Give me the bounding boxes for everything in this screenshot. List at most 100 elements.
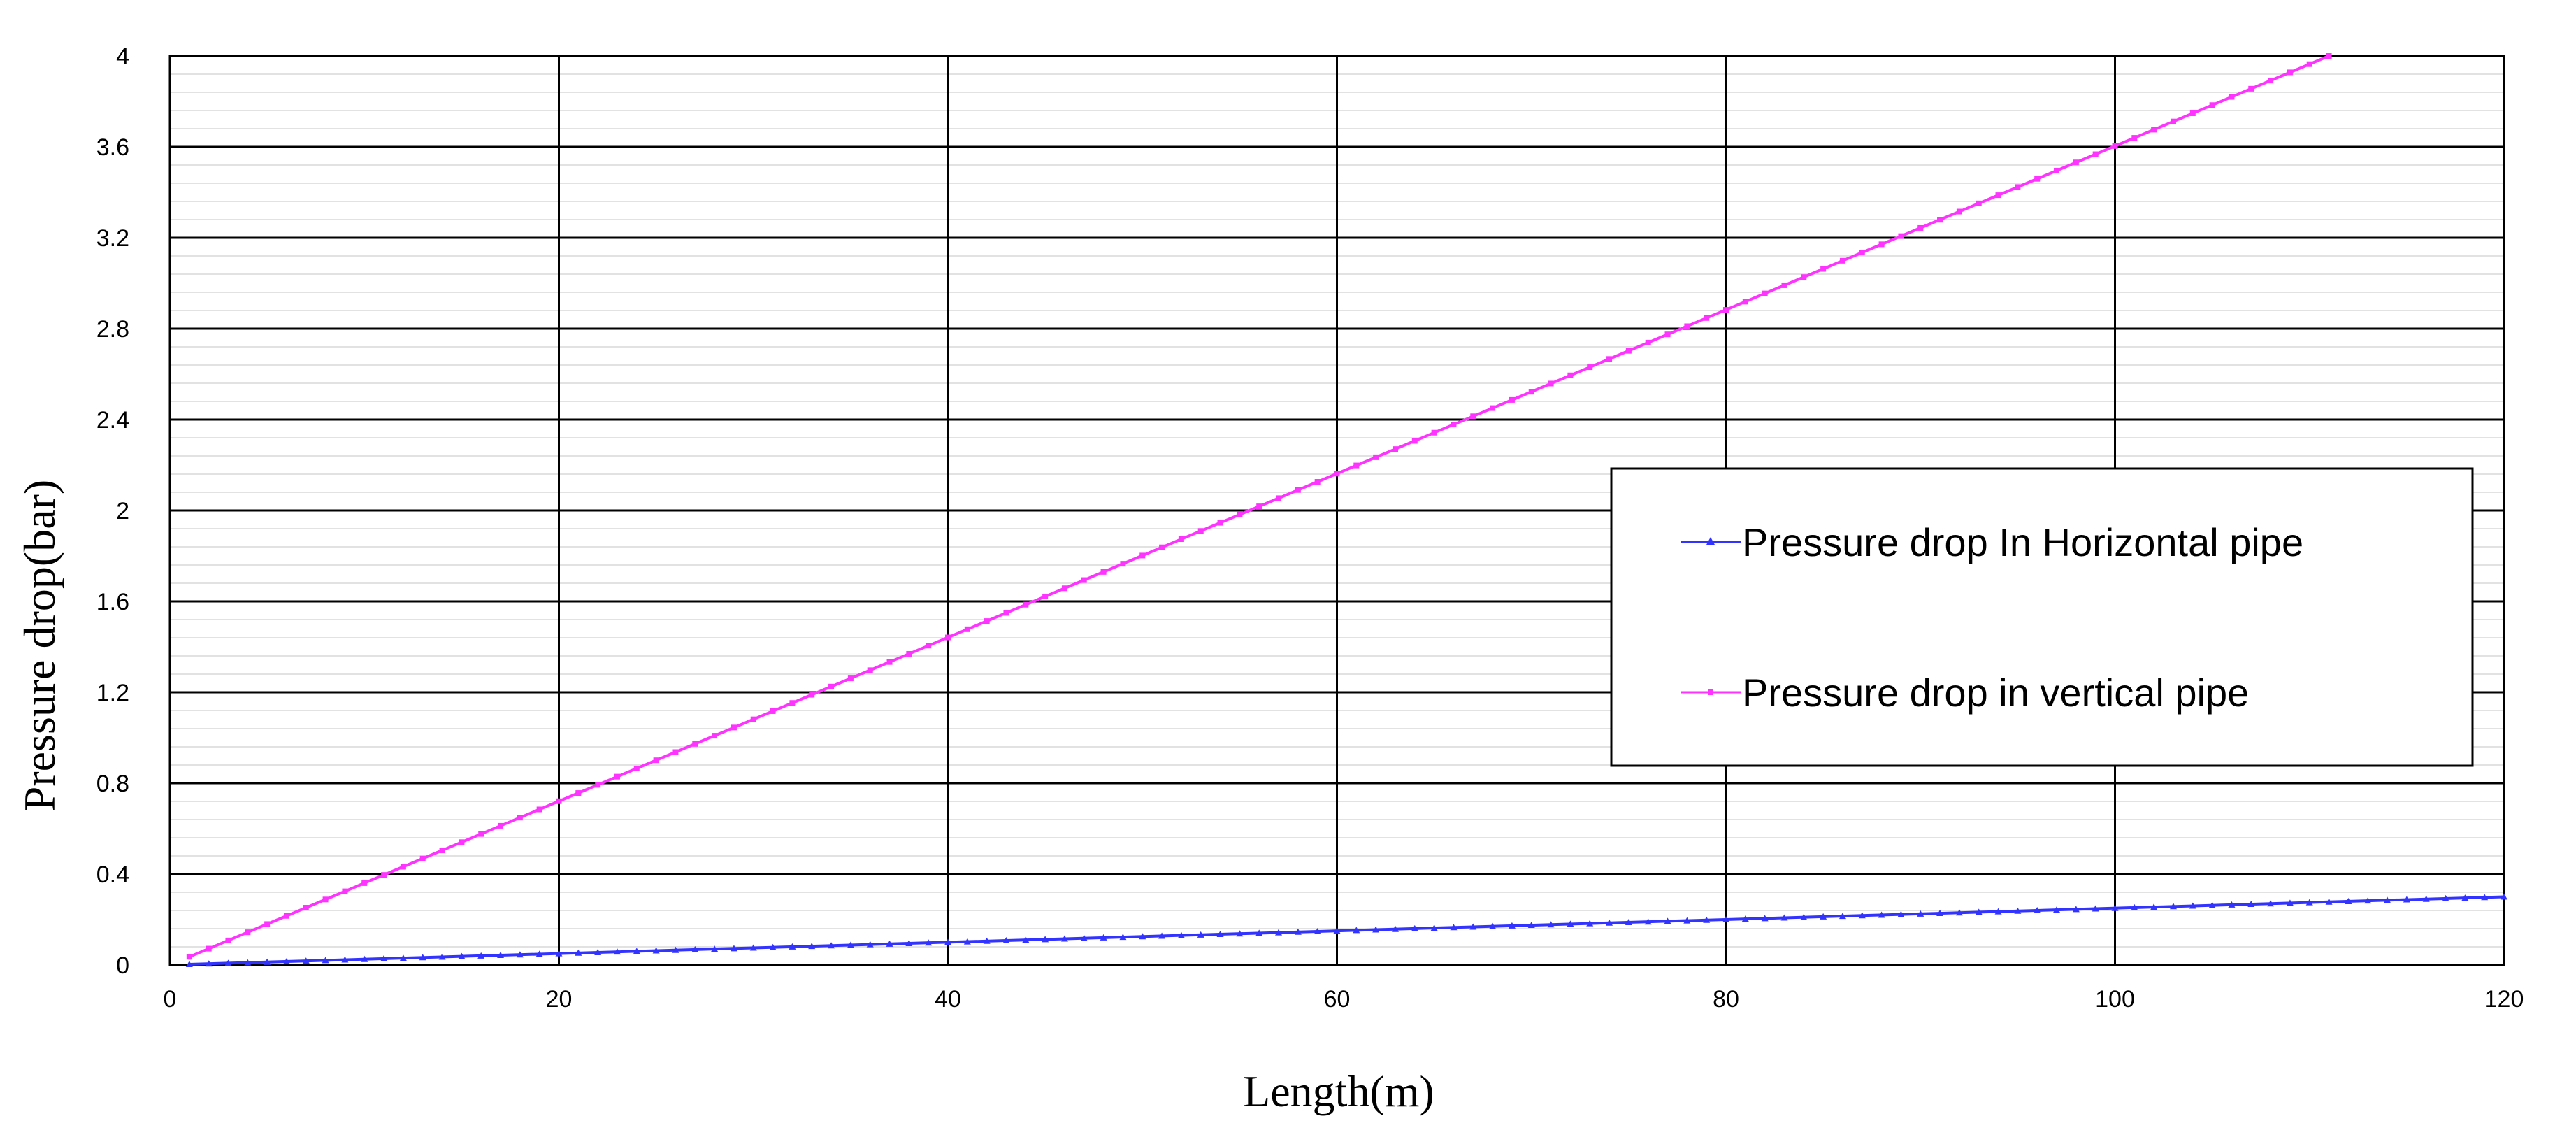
x-tick-label: 20 [546, 986, 573, 1013]
data-point [302, 957, 310, 964]
data-point [1917, 910, 1924, 917]
data-point [1509, 396, 1515, 403]
data-point [2150, 903, 2158, 910]
data-point [477, 952, 485, 959]
data-point [963, 938, 971, 945]
data-point [1042, 593, 1049, 599]
data-point [342, 888, 348, 894]
data-point [381, 872, 387, 878]
data-point [1139, 933, 1146, 940]
data-point [1762, 290, 1768, 296]
data-point [361, 880, 368, 886]
legend: Pressure drop In Horizontal pipe Pressur… [1610, 467, 2474, 767]
data-point [1411, 924, 1418, 931]
series-line-pressure-drop-in-horizontal-pipe [189, 895, 2505, 966]
data-point [1742, 299, 1748, 305]
data-point [2189, 110, 2196, 116]
data-point [1100, 934, 1107, 941]
data-point [2403, 896, 2410, 903]
data-point [613, 948, 621, 955]
data-point [595, 782, 601, 788]
data-point [2325, 898, 2333, 905]
data-point [1080, 934, 1088, 941]
data-point [2169, 903, 2177, 910]
data-point [731, 724, 737, 731]
data-point [1994, 908, 2002, 915]
data-point [847, 675, 854, 682]
y-tick-label: 4 [116, 43, 129, 70]
data-point [1975, 908, 1983, 915]
data-point [2384, 896, 2391, 903]
data-point [1373, 454, 1379, 460]
data-point [2189, 902, 2196, 909]
data-point [1508, 922, 1516, 929]
data-point [1353, 927, 1360, 934]
data-point [400, 864, 406, 870]
data-point [789, 700, 796, 706]
data-point [478, 831, 484, 837]
data-point [380, 954, 388, 961]
data-point [245, 929, 251, 936]
data-point [905, 940, 913, 947]
data-point [1683, 917, 1691, 924]
data-point [1236, 930, 1244, 937]
series-markers-pressure-drop-in-horizontal-pipe [185, 893, 2507, 968]
y-tick-label: 0.8 [96, 771, 129, 797]
data-point [1391, 925, 1399, 932]
data-point [1897, 910, 1905, 917]
data-point [2014, 907, 2022, 914]
data-point [2481, 894, 2489, 901]
data-point [1197, 528, 1204, 534]
data-point [1411, 438, 1418, 444]
data-point [1490, 405, 1496, 411]
y-tick-label: 0.4 [96, 861, 129, 888]
data-point [458, 952, 466, 959]
data-point [1314, 479, 1321, 485]
data-point [283, 913, 289, 919]
data-point [1586, 920, 1594, 927]
data-point [535, 950, 543, 957]
data-point [2501, 893, 2507, 900]
data-point [770, 708, 776, 714]
data-point [1353, 462, 1360, 469]
data-point [652, 947, 660, 954]
data-point [1858, 912, 1866, 919]
data-point [1741, 915, 1749, 922]
data-point [1081, 577, 1087, 583]
data-point [750, 716, 756, 722]
data-point [1392, 446, 1398, 452]
data-point [769, 943, 777, 950]
data-point [1684, 323, 1690, 329]
data-point [575, 949, 582, 956]
legend-label-horizontal: Pressure drop In Horizontal pipe [1742, 520, 2303, 564]
data-point [2092, 905, 2099, 912]
data-point [2209, 102, 2215, 108]
data-point [2228, 901, 2236, 908]
data-point [439, 848, 445, 854]
data-point [419, 855, 426, 861]
y-tick-label: 2.4 [96, 407, 129, 434]
data-point [1256, 503, 1262, 510]
data-point [1061, 585, 1067, 592]
data-point [322, 957, 329, 964]
data-point [2267, 900, 2275, 907]
data-point [633, 765, 640, 771]
legend-box [1610, 467, 2474, 767]
data-point [244, 959, 252, 966]
y-tick-label: 3.2 [96, 225, 129, 252]
data-point [984, 618, 990, 624]
data-point [866, 941, 874, 948]
data-point [186, 954, 192, 960]
data-point [1527, 922, 1535, 929]
data-point [1781, 282, 1787, 288]
x-tick-label: 0 [164, 986, 177, 1013]
data-point [264, 921, 271, 927]
data-point [1178, 536, 1184, 542]
data-point [1528, 389, 1534, 395]
data-point [2286, 899, 2294, 906]
data-point [1955, 909, 1963, 916]
y-tick-label: 1.2 [96, 680, 129, 706]
data-point [809, 692, 815, 698]
data-point [2034, 906, 2041, 913]
data-point [556, 798, 562, 804]
